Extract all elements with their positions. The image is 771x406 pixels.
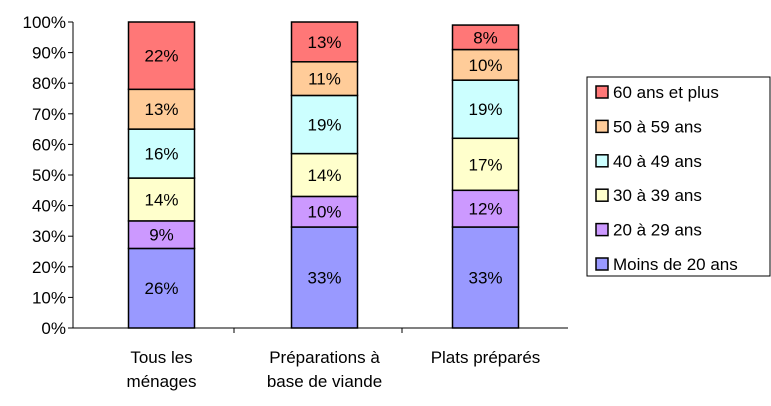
legend-swatch <box>595 222 609 237</box>
bar-segment <box>127 88 196 130</box>
legend-label: 20 à 29 ans <box>613 221 702 240</box>
bar-segment <box>451 48 520 81</box>
bar-segment <box>290 61 359 97</box>
x-category-label: Plats préparés <box>431 348 541 367</box>
data-label: 19% <box>307 116 341 135</box>
data-label: 8% <box>473 28 498 47</box>
y-tick-label: 40% <box>32 197 66 216</box>
bar-segment <box>451 189 520 228</box>
data-label: 33% <box>468 269 502 288</box>
legend-label: Moins de 20 ans <box>613 255 738 274</box>
legend-box <box>586 76 771 277</box>
legend-swatch <box>595 188 609 202</box>
y-tick-label: 0% <box>41 319 66 338</box>
bar-segment <box>127 247 196 329</box>
bar-segment <box>290 94 359 155</box>
data-label: 13% <box>307 33 341 52</box>
data-label: 11% <box>308 70 341 89</box>
y-tick-label: 100% <box>23 13 66 32</box>
y-tick-label: 80% <box>32 74 66 93</box>
legend-label: 40 à 49 ans <box>613 152 702 171</box>
x-category-label: Préparations à base de viande <box>267 348 382 391</box>
data-label: 19% <box>468 100 502 119</box>
y-tick-label: 50% <box>32 166 66 185</box>
data-label: 10% <box>307 203 341 222</box>
bar-segment <box>451 79 520 140</box>
y-tick-label: 70% <box>32 105 66 124</box>
x-category-label: Tous les ménages <box>127 348 197 391</box>
bar-segment <box>290 21 359 63</box>
legend-swatch <box>595 154 609 168</box>
data-label: 26% <box>144 279 178 298</box>
data-label: 16% <box>144 145 178 164</box>
data-label: 14% <box>307 166 341 185</box>
data-label: 14% <box>144 190 178 209</box>
bar-segment <box>290 226 359 329</box>
bars: 26% 9% 14% 16% 13% 22% 33% 10% 14% 19% 11% 13% 33% 12… <box>127 21 520 329</box>
bar-segment <box>127 21 196 91</box>
legend-swatch <box>595 119 609 134</box>
bar-segment <box>451 137 520 192</box>
y-tick-label: 30% <box>32 227 66 246</box>
y-tick-label: 60% <box>32 135 66 154</box>
legend-label: 30 à 39 ans <box>613 186 702 205</box>
data-label: 9% <box>149 226 174 245</box>
legend-swatch <box>595 257 609 271</box>
bar-segment <box>451 24 520 51</box>
y-axis: 0% 10% 20% 30% 40% 50% 60% 70% 80% 90% 100% <box>23 13 74 338</box>
data-label: 10% <box>468 56 502 75</box>
data-label: 12% <box>468 200 502 219</box>
y-tick-label: 10% <box>32 288 66 307</box>
data-label: 17% <box>468 155 502 174</box>
bar-segment <box>290 195 359 228</box>
data-label: 22% <box>144 47 178 66</box>
y-tick-label: 90% <box>32 44 66 63</box>
x-axis: Tous les ménages Préparations à base de via… <box>73 327 568 391</box>
y-tick-label: 20% <box>32 258 66 277</box>
legend: 60 ans et plus 50 à 59 ans 40 à 49 ans 30 à… <box>586 76 771 277</box>
data-label: 33% <box>307 269 341 288</box>
data-label: 13% <box>144 100 178 119</box>
legend-swatch <box>595 85 609 99</box>
legend-label: 50 à 59 ans <box>613 117 702 136</box>
legend-label: 60 ans et plus <box>613 83 719 102</box>
